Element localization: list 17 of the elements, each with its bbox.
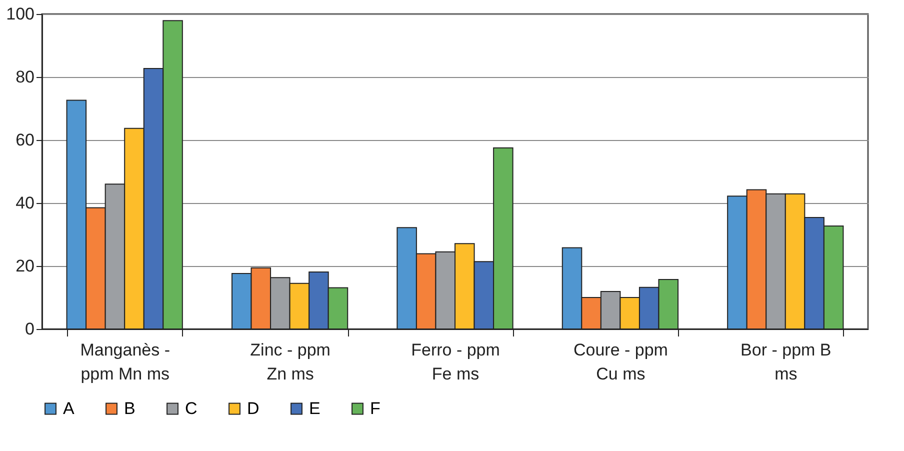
y-tick-label: 60: [16, 130, 34, 150]
y-tick-label: 80: [16, 68, 34, 86]
x-tick-label: Ferro - ppm Fe ms: [411, 340, 500, 384]
legend-label: D: [247, 398, 260, 418]
x-tick-label: Coure - ppm Cu ms: [573, 340, 668, 384]
legend-label: C: [185, 398, 198, 418]
x-tick-label: Manganès - ppm Mn ms: [80, 340, 170, 384]
legend-label: E: [309, 398, 320, 418]
y-tick-label: 0: [25, 320, 34, 338]
y-tick-label: 40: [16, 194, 34, 212]
x-tick-label: Zinc - ppm Zn ms: [250, 340, 330, 384]
legend-label: B: [124, 398, 136, 418]
legend-label: A: [63, 398, 75, 418]
legend-label: F: [370, 398, 380, 418]
y-tick-label: 20: [16, 256, 34, 276]
y-tick-label: 100: [6, 4, 34, 24]
x-tick-label: Bor - ppm B ms: [740, 340, 832, 384]
